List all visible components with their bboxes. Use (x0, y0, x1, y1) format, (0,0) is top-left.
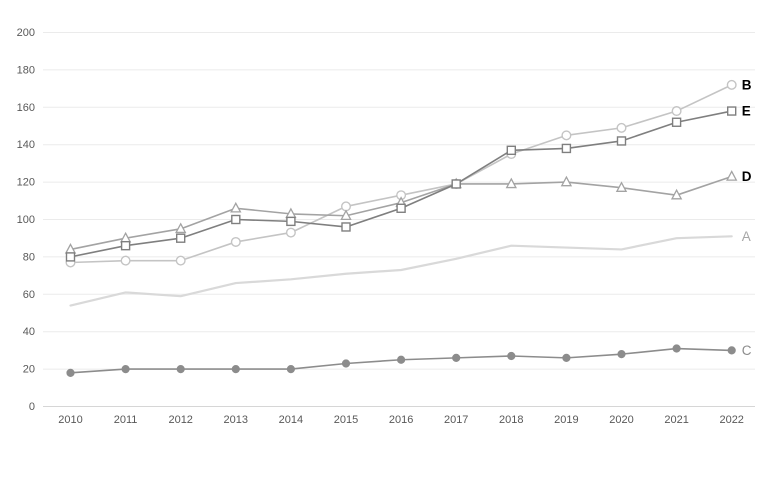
series-E-marker (175, 233, 186, 243)
series-E-marker (561, 143, 572, 154)
series-line-A (69, 235, 733, 307)
series-B-marker (120, 255, 131, 266)
x-tick-label: 2013 (224, 414, 248, 426)
y-tick-label: 0 (29, 401, 35, 413)
y-tick-label: 60 (23, 289, 35, 301)
series-E-marker (120, 240, 131, 251)
series-D-marker (615, 181, 628, 192)
y-tick-label: 160 (17, 102, 35, 114)
y-tick-label: 120 (17, 177, 35, 189)
series-D-marker (230, 201, 242, 213)
series-B-marker (230, 236, 241, 247)
series-B-marker (175, 255, 186, 266)
series-E-marker (506, 145, 516, 156)
y-tick-label: 80 (23, 251, 35, 263)
x-tick-label: 2012 (168, 414, 192, 426)
series-E-marker (616, 136, 627, 146)
y-tick-label: 180 (17, 64, 35, 76)
series-C-marker (672, 344, 681, 353)
series-E-marker (396, 203, 406, 213)
series-C-marker (727, 346, 736, 355)
y-tick-label: 200 (17, 27, 35, 39)
x-tick-label: 2022 (719, 414, 743, 426)
series-B-marker (285, 227, 296, 238)
series-E-marker (231, 214, 241, 225)
series-B-marker (726, 79, 737, 90)
series-C-marker (452, 353, 461, 362)
series-E-marker (671, 117, 682, 127)
series-E-marker (341, 222, 351, 232)
series-label-D: D (742, 169, 752, 184)
series-B-marker (561, 130, 572, 141)
series-label-E: E (742, 104, 751, 119)
x-tick-label: 2018 (499, 414, 523, 426)
series-C-marker (66, 368, 75, 377)
series-C-marker (176, 365, 185, 374)
x-tick-label: 2014 (279, 414, 303, 426)
x-tick-label: 2016 (389, 414, 413, 426)
series-C-marker (231, 365, 240, 374)
series-line-E (69, 110, 733, 258)
series-E-marker (451, 179, 461, 189)
series-E-marker (286, 216, 296, 227)
series-B-marker (671, 106, 682, 117)
series-label-B: B (742, 77, 752, 92)
series-label-C: C (742, 343, 752, 358)
series-C-marker (121, 365, 130, 374)
series-D-marker (175, 222, 187, 234)
series-C-marker (507, 351, 516, 361)
series-D-marker (340, 209, 352, 221)
series-C-marker (562, 353, 571, 362)
series-D-marker (726, 170, 738, 181)
series-D-marker (505, 177, 517, 189)
x-tick-label: 2017 (444, 414, 468, 426)
series-D-marker (670, 188, 683, 200)
series-C-marker (397, 355, 406, 364)
series-C-marker (341, 359, 351, 368)
series-B-marker (616, 122, 627, 133)
x-tick-label: 2020 (609, 414, 633, 426)
series-line-B (69, 84, 733, 264)
y-tick-label: 140 (17, 139, 35, 151)
y-tick-label: 100 (17, 214, 35, 226)
x-tick-label: 2021 (664, 414, 688, 426)
y-tick-label: 20 (23, 364, 35, 376)
series-label-A: A (742, 229, 751, 244)
y-tick-label: 40 (23, 326, 35, 338)
series-C-marker (286, 365, 295, 374)
series-D-marker (560, 175, 573, 187)
series-E-marker (727, 106, 737, 116)
x-tick-label: 2019 (554, 414, 578, 426)
x-tick-label: 2015 (334, 414, 358, 426)
series-E-marker (65, 252, 76, 262)
x-tick-label: 2011 (114, 414, 138, 426)
series-C-marker (617, 350, 626, 359)
x-tick-label: 2010 (58, 414, 82, 426)
